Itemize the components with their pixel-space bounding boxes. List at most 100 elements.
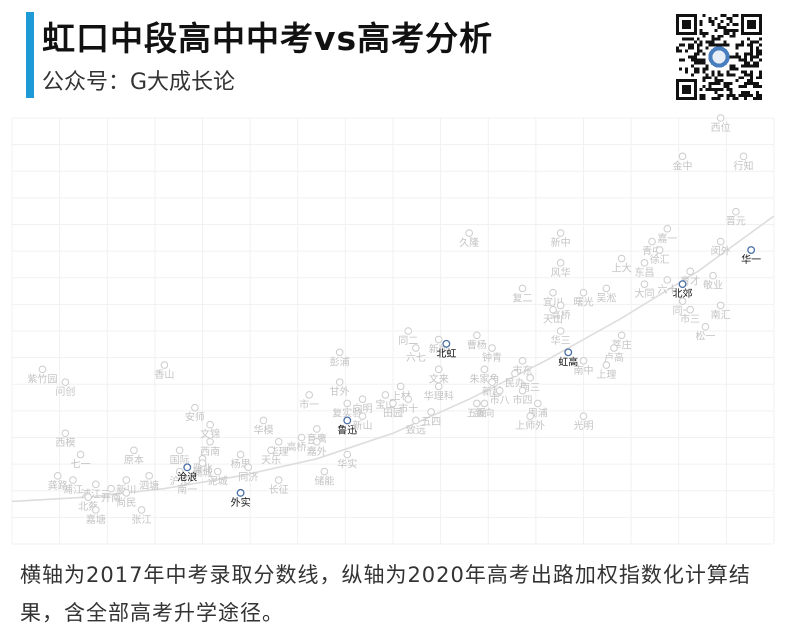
qr-module [735,79,739,83]
qr-module [756,64,760,68]
qr-module [759,58,762,62]
qr-module [711,82,715,86]
qr-module [726,43,730,47]
qr-module [714,91,718,95]
data-point [579,412,588,421]
qr-module [735,43,739,47]
qr-module [693,67,697,71]
trend-curve [11,215,775,503]
qr-module [729,73,733,77]
data-point [564,348,573,357]
qr-module [696,61,700,65]
qr-module [711,88,715,92]
qr-module [690,58,694,62]
qr-module [714,88,718,92]
qr-module [693,55,697,59]
qr-module [741,58,745,62]
data-point-label: 民办 [505,377,525,390]
data-point-label: 文来 [429,372,449,385]
data-point [313,425,321,433]
data-point-label: 上师外 [515,419,545,432]
qr-module [702,94,706,98]
data-point [526,374,534,382]
data-point [389,399,397,408]
title-accent-bar [26,12,34,98]
qr-module [747,94,751,98]
data-point [122,476,131,484]
qr-module [711,43,715,47]
data-point [213,467,222,476]
data-point [526,412,534,421]
data-point-label: 复二 [513,291,533,304]
qr-module [750,76,754,80]
qr-module [744,97,748,100]
qr-module [744,61,748,65]
data-point [274,476,283,484]
data-point-label: 东昌 [634,266,654,279]
data-point [61,378,70,386]
data-point-label: 长征 [269,484,289,496]
data-point [236,488,245,497]
data-point-label: 上理 [596,369,616,381]
qr-module [717,70,721,74]
data-point-label: 市三 [680,313,700,326]
qr-module [699,22,703,26]
qr-module [723,82,727,86]
qr-module [705,46,709,50]
data-point [716,237,725,246]
qr-module [735,14,739,17]
data-point [655,246,664,254]
qr-module [684,70,688,74]
qr-module [744,73,748,77]
qr-module [681,58,685,62]
qr-module [714,28,718,32]
qr-module [720,94,724,98]
qr-module [726,85,730,89]
data-point-label: 致远 [406,423,426,436]
qr-module [714,79,718,83]
data-point [335,378,344,386]
qr-module [732,31,736,35]
qr-module [711,97,715,100]
qr-module [702,52,706,56]
data-point [305,391,313,399]
qr-module [726,16,730,20]
data-point-label: 原本 [124,453,144,466]
qr-module [708,82,712,86]
qr-module [723,28,727,32]
qr-module [699,49,703,53]
qr-module [738,55,742,59]
data-point [183,463,192,472]
data-point-label: 华一 [741,253,761,266]
qr-module [750,55,754,59]
data-point-label: 市十 [398,402,418,415]
data-point [678,152,687,161]
qr-module [753,40,757,44]
qr-module [720,14,724,17]
data-point-label: 华模 [253,423,273,436]
qr-module [744,52,748,56]
qr-module [756,55,760,59]
data-point [84,493,92,501]
qr-module [705,40,709,44]
qr-module [744,70,748,74]
data-point-label: 光明 [574,419,594,432]
data-point-label: 同济 [238,470,258,483]
data-point [549,288,557,297]
data-point [511,369,519,378]
qr-module [732,67,736,71]
qr-module [753,64,757,68]
data-point [76,450,85,459]
qr-module [747,82,751,86]
qr-module [753,55,757,59]
qr-module [729,88,733,92]
qr-module [735,28,739,32]
data-point [434,382,443,391]
qr-module [702,67,706,71]
data-point-label: 市一 [299,398,319,411]
qr-module [708,19,712,23]
qr-module [687,46,691,50]
qr-module [750,40,754,44]
qr-module [759,37,762,41]
data-point-label: 晋北 [193,463,213,475]
